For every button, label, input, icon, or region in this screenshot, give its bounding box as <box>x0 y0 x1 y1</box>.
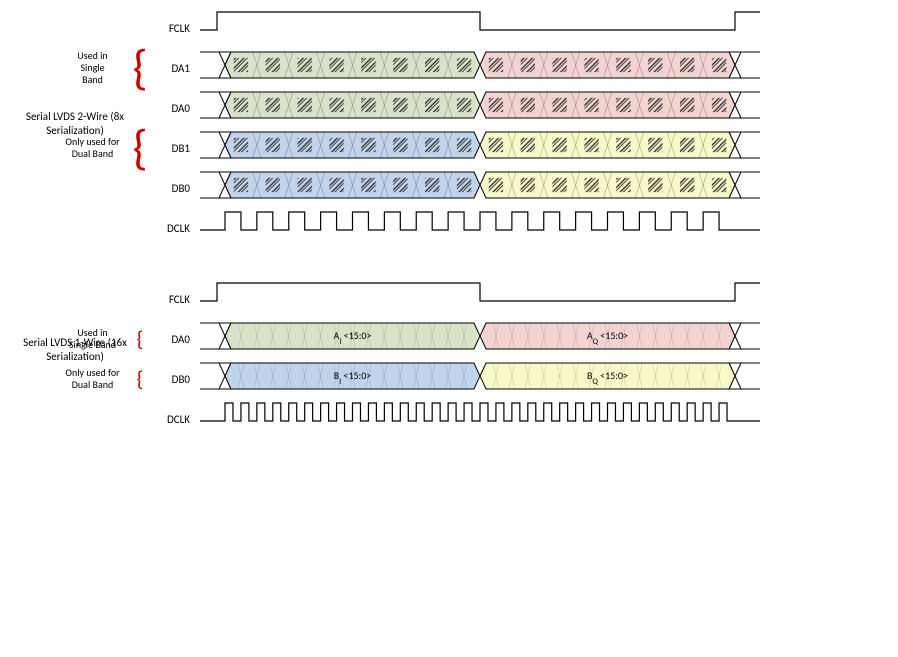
signal-label: DA0 <box>150 333 200 346</box>
group-side-label: Used inSingleBand <box>55 50 130 86</box>
fclk-wave <box>200 281 888 317</box>
section-main-label: Serial LVDS 1-Wire (16x Serialization) <box>20 336 130 364</box>
signal-label: DCLK <box>150 222 200 235</box>
timing-section: Serial LVDS 1-Wire (16x Serialization) F… <box>10 281 888 437</box>
signal-row: FCLK <box>10 281 888 317</box>
data-lane <box>200 50 888 86</box>
data-lane <box>200 130 888 166</box>
dclk-wave <box>200 401 888 437</box>
signal-label: DA0 <box>150 102 200 115</box>
signal-row: DCLK <box>10 210 888 246</box>
data-lane: BI <15:0>BQ <15:0> <box>200 361 888 397</box>
signal-label: DB0 <box>150 182 200 195</box>
data-lane: AI <15:0>AQ <15:0> <box>200 321 888 357</box>
signal-label: FCLK <box>150 293 200 306</box>
group-side-label: Only used forDual Band <box>55 136 130 160</box>
fclk-wave <box>200 10 888 46</box>
signal-row: Only used forDual Band{ DB0 BI <15:0>BQ … <box>10 361 888 397</box>
signal-row: Used inSingleBand{ DA1 <box>10 50 888 86</box>
data-lane <box>200 90 888 126</box>
signal-row: Only used forDual Band{ DB1 <box>10 130 888 166</box>
signal-label: DA1 <box>150 62 200 75</box>
signal-label: DB1 <box>150 142 200 155</box>
group-side-label: Only used forDual Band <box>55 367 130 391</box>
signal-label: DCLK <box>150 413 200 426</box>
section-main-label: Serial LVDS 2-Wire (8x Serialization) <box>20 110 130 138</box>
signal-row: DCLK <box>10 401 888 437</box>
data-lane <box>200 170 888 206</box>
signal-label: FCLK <box>150 22 200 35</box>
signal-label: DB0 <box>150 373 200 386</box>
dclk-wave <box>200 210 888 246</box>
timing-section: Serial LVDS 2-Wire (8x Serialization) FC… <box>10 10 888 246</box>
signal-row: Used inSingle Band{ DA0 AI <15:0>AQ <15:… <box>10 321 888 357</box>
